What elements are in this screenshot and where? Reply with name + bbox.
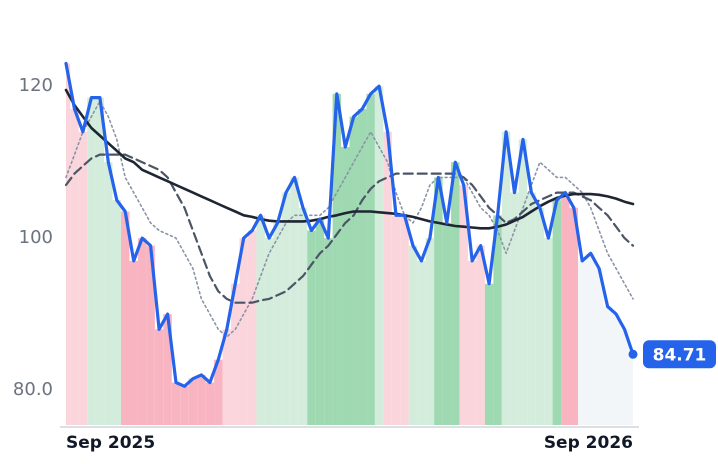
trend-band bbox=[535, 207, 545, 425]
trend-band bbox=[315, 219, 325, 425]
trend-band bbox=[527, 192, 536, 425]
y-tick-label: 100 bbox=[19, 227, 53, 248]
trend-band bbox=[552, 200, 562, 425]
trend-band bbox=[586, 253, 595, 425]
trend-band bbox=[493, 215, 502, 425]
x-tick-label: Sep 2026 bbox=[544, 433, 633, 453]
trend-band bbox=[357, 109, 367, 425]
trend-band bbox=[137, 238, 147, 425]
trend-band bbox=[70, 109, 79, 425]
trend-band bbox=[222, 329, 232, 425]
trend-band bbox=[408, 245, 418, 425]
trend-band bbox=[544, 238, 553, 425]
trend-band bbox=[95, 97, 105, 425]
trend-band bbox=[341, 146, 350, 425]
trend-band bbox=[324, 238, 333, 425]
series-line bbox=[65, 100, 634, 338]
trend-band bbox=[264, 238, 274, 425]
last-value-badge bbox=[643, 340, 716, 369]
trend-band bbox=[484, 283, 494, 425]
trend-band bbox=[425, 238, 435, 425]
trend-band bbox=[518, 139, 528, 425]
trend-band bbox=[459, 184, 468, 425]
trend-band bbox=[349, 116, 358, 425]
trend-band bbox=[434, 177, 443, 425]
trend-band bbox=[188, 378, 198, 425]
trend-band bbox=[451, 162, 460, 425]
last-point bbox=[628, 349, 638, 359]
trend-band bbox=[383, 131, 392, 426]
trend-band bbox=[366, 93, 375, 426]
y-tick-label: 80.0 bbox=[13, 379, 53, 400]
trend-band bbox=[197, 374, 206, 425]
trend-band bbox=[501, 131, 511, 426]
trend-band bbox=[205, 382, 215, 425]
trend-band bbox=[298, 207, 308, 425]
series-line bbox=[64, 153, 635, 304]
trend-band bbox=[467, 260, 477, 425]
trend-band bbox=[281, 192, 291, 425]
trend-band bbox=[569, 207, 578, 425]
trend-band bbox=[476, 245, 485, 425]
trend-band bbox=[87, 97, 96, 425]
trend-band bbox=[442, 222, 452, 425]
trend-band bbox=[239, 238, 248, 425]
trend-band bbox=[146, 245, 155, 425]
trend-band bbox=[171, 382, 181, 425]
trend-band bbox=[256, 215, 265, 425]
trend-band bbox=[510, 192, 519, 425]
trend-band bbox=[611, 314, 621, 425]
x-tick-label: Sep 2025 bbox=[66, 433, 155, 453]
trend-band bbox=[391, 215, 401, 425]
trend-band bbox=[628, 354, 633, 425]
trend-band bbox=[163, 314, 172, 425]
trend-band bbox=[247, 230, 257, 425]
series-line bbox=[64, 61, 635, 388]
trend-band bbox=[121, 211, 130, 425]
trend-band bbox=[129, 260, 138, 425]
trend-band bbox=[273, 222, 282, 425]
trend-band bbox=[290, 177, 299, 425]
trend-band bbox=[561, 192, 570, 425]
y-tick-label: 120 bbox=[19, 75, 53, 96]
trend-band bbox=[417, 260, 426, 425]
trend-band bbox=[594, 268, 604, 425]
trend-band bbox=[66, 63, 71, 426]
trend-band bbox=[231, 283, 240, 425]
trend-band bbox=[104, 162, 113, 425]
trend-band bbox=[400, 215, 409, 425]
trend-band bbox=[112, 200, 122, 425]
trend-band bbox=[154, 329, 164, 425]
trend-band bbox=[307, 230, 316, 425]
trend-band bbox=[214, 359, 223, 425]
last-value-label: 84.71 bbox=[653, 345, 707, 365]
trend-band bbox=[180, 386, 189, 425]
trend-band bbox=[577, 260, 587, 425]
trend-band bbox=[78, 131, 88, 426]
trend-band bbox=[374, 86, 384, 425]
trend-band bbox=[620, 329, 629, 425]
trend-band bbox=[603, 306, 612, 425]
trend-band bbox=[332, 93, 342, 426]
